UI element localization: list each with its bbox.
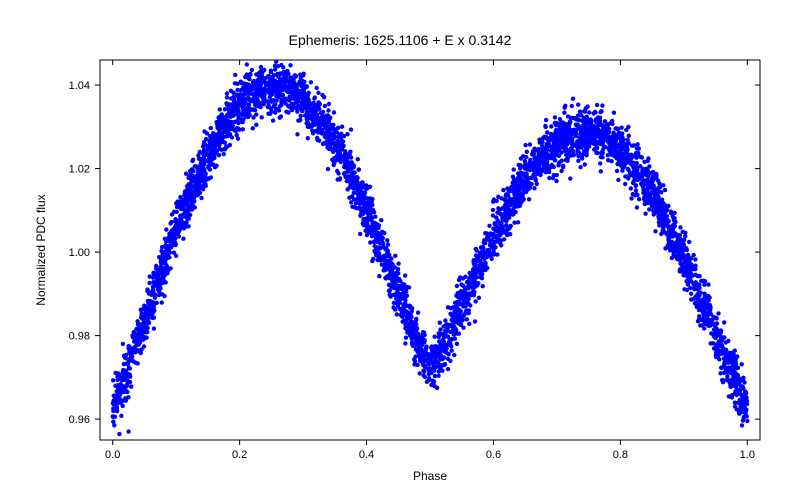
y-tick-label: 1.00 [69,247,90,259]
x-tick-label: 0.4 [359,449,374,461]
y-tick-label: 0.98 [69,331,90,343]
x-axis-label: Phase [413,469,447,483]
x-tick-label: 0.6 [486,449,501,461]
y-tick-label: 1.04 [69,80,90,92]
chart-svg: Ephemeris: 1625.1106 + E x 0.3142 0.0 0.2… [0,0,800,500]
plot-frame [100,60,760,440]
x-tick-label: 1.0 [740,449,755,461]
x-tick-label: 0.8 [613,449,628,461]
chart-title: Ephemeris: 1625.1106 + E x 0.3142 [289,32,512,48]
y-tick-label: 1.02 [69,164,90,176]
phase-folded-lightcurve: Ephemeris: 1625.1106 + E x 0.3142 0.0 0.2… [0,0,800,500]
x-tick-label: 0.2 [232,449,247,461]
y-axis-label: Normalized PDC flux [34,194,48,305]
y-tick-label: 0.96 [69,414,90,426]
x-tick-label: 0.0 [105,449,120,461]
